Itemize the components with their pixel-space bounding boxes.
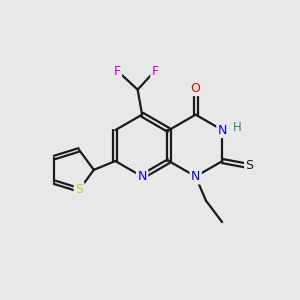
Text: O: O bbox=[191, 82, 201, 95]
Text: N: N bbox=[218, 124, 227, 136]
Text: F: F bbox=[113, 65, 121, 79]
Text: N: N bbox=[137, 170, 147, 183]
Text: N: N bbox=[191, 170, 200, 183]
Text: S: S bbox=[75, 183, 83, 196]
Text: F: F bbox=[152, 65, 159, 79]
Text: S: S bbox=[245, 159, 253, 172]
Text: H: H bbox=[233, 121, 242, 134]
